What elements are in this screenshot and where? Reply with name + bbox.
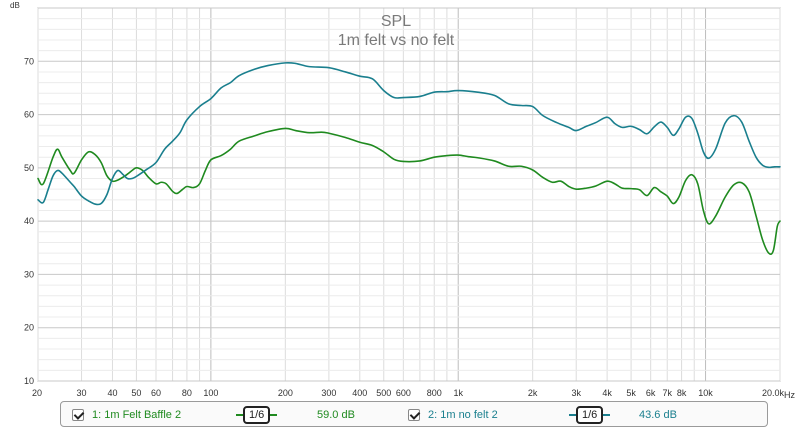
x-tick-label: 2k — [528, 388, 538, 398]
y-tick-label: 20 — [24, 323, 34, 333]
series-2-line — [37, 61, 781, 206]
series-2-smoothing-dash-right — [603, 414, 611, 416]
x-tick-label: 80 — [182, 388, 192, 398]
legend-checkbox-1-wrap[interactable]: 1: 1m Felt Baffle 2 — [72, 406, 181, 424]
x-tick-label: 6k — [646, 388, 656, 398]
series-lines — [37, 61, 781, 256]
x-tick-label: 3k — [571, 388, 581, 398]
series-1-value-wrap: 59.0 dB — [317, 406, 355, 424]
series-2-smoothing-dash-left — [569, 414, 576, 416]
x-tick-label: 50 — [131, 388, 141, 398]
x-tick-label: 20.0k — [762, 388, 785, 398]
series-2-smoothing[interactable]: 1/6 — [569, 406, 611, 424]
series-1-line — [37, 127, 781, 256]
chart-title: SPL — [381, 13, 411, 30]
x-tick-label: 60 — [151, 388, 161, 398]
y-tick-label: 70 — [24, 56, 34, 66]
series-1-label: 1: 1m Felt Baffle 2 — [92, 409, 182, 421]
series-2-value-wrap: 43.6 dB — [639, 406, 677, 424]
x-tick-label: 800 — [427, 388, 442, 398]
x-tick-label: 300 — [321, 388, 336, 398]
x-tick-label: 7k — [662, 388, 672, 398]
chart-subtitle: 1m felt vs no felt — [338, 32, 455, 49]
series-1-value: 59.0 dB — [317, 409, 355, 421]
x-axis-label: Hz — [784, 390, 795, 400]
y-tick-label: 50 — [24, 163, 34, 173]
series-1-smoothing-dash-right — [270, 414, 278, 416]
y-tick-label: 60 — [24, 110, 34, 120]
x-axis-ticks: 20 30 40 50 60 80 100 200 300 400 500 600 800 1k 2k 3k 4… — [32, 388, 784, 398]
x-tick-label: 600 — [396, 388, 411, 398]
x-tick-label: 20 — [32, 388, 42, 398]
grid — [37, 7, 781, 382]
spl-chart: 10 20 30 40 50 60 70 20 30 40 50 60 80 100 200 300 400 5… — [10, 1, 795, 400]
x-tick-label: 8k — [677, 388, 687, 398]
x-tick-label: 5k — [626, 388, 636, 398]
legend-bar: 1: 1m Felt Baffle 2 1/6 59.0 dB 2: 1m no… — [60, 401, 768, 427]
series-2-smoothing-value[interactable]: 1/6 — [576, 406, 604, 424]
plot-area — [37, 7, 781, 382]
series-2-checkbox[interactable] — [408, 409, 420, 421]
x-tick-label: 30 — [77, 388, 87, 398]
y-tick-label: 30 — [24, 269, 34, 279]
legend-checkbox-2-wrap[interactable]: 2: 1m no felt 2 — [408, 406, 498, 424]
y-tick-label: 40 — [24, 216, 34, 226]
y-axis-ticks: 10 20 30 40 50 60 70 — [24, 56, 34, 386]
series-2-label: 2: 1m no felt 2 — [428, 409, 498, 421]
series-1-checkbox[interactable] — [72, 409, 84, 421]
x-tick-label: 4k — [602, 388, 612, 398]
series-1-smoothing-value[interactable]: 1/6 — [243, 406, 271, 424]
y-tick-label: 10 — [24, 376, 34, 386]
series-1-smoothing-dash-left — [236, 414, 243, 416]
series-2-value: 43.6 dB — [639, 409, 677, 421]
x-tick-label: 1k — [453, 388, 463, 398]
x-tick-label: 40 — [107, 388, 117, 398]
x-tick-label: 200 — [278, 388, 293, 398]
x-tick-label: 400 — [352, 388, 367, 398]
series-1-smoothing[interactable]: 1/6 — [236, 406, 278, 424]
y-axis-label: dB — [10, 1, 20, 10]
x-tick-label: 100 — [203, 388, 218, 398]
x-tick-label: 10k — [698, 388, 713, 398]
x-tick-label: 500 — [376, 388, 391, 398]
